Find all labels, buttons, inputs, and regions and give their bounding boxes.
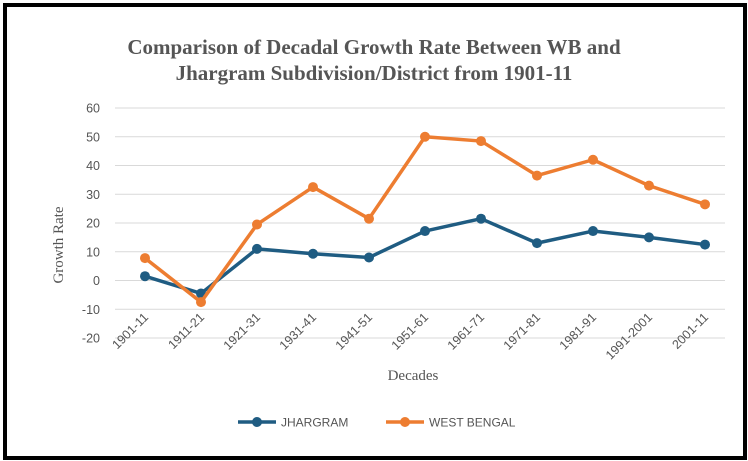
y-tick-label: 20 — [86, 217, 100, 231]
x-tick-labels: 1901-11 1911-21 1921-31 1931-41 1941-51 1951-… — [109, 310, 711, 362]
data-point-west-bengal — [308, 182, 318, 193]
data-point-west-bengal — [588, 154, 598, 165]
data-point-jhargram — [420, 226, 430, 237]
series-line-west-bengal — [143, 135, 706, 304]
data-point-jhargram — [700, 239, 710, 250]
data-point-west-bengal — [644, 180, 654, 191]
data-point-west-bengal — [364, 213, 374, 224]
data-point-jhargram — [364, 252, 374, 263]
y-tick-label: 30 — [86, 188, 100, 202]
legend: JHARGRAM WEST BENGAL — [238, 416, 516, 430]
data-point-jhargram — [476, 213, 486, 224]
data-point-west-bengal — [476, 136, 486, 147]
x-tick-label: 1961-71 — [445, 310, 487, 352]
data-point-west-bengal — [420, 131, 430, 142]
x-tick-label: 1971-81 — [501, 310, 543, 352]
y-tick-label: -20 — [82, 332, 100, 346]
data-point-jhargram — [532, 238, 542, 249]
data-point-jhargram — [588, 226, 598, 237]
x-axis-label: Decades — [388, 368, 439, 384]
y-tick-label: 60 — [86, 102, 100, 116]
data-point-west-bengal — [140, 253, 150, 264]
data-point-west-bengal — [532, 170, 542, 181]
y-tick-label: 50 — [86, 130, 100, 144]
x-tick-label: 1981-91 — [557, 310, 599, 352]
y-axis-label: Growth Rate — [51, 206, 67, 283]
x-tick-label: 1941-51 — [333, 310, 375, 352]
data-point-jhargram — [308, 248, 318, 259]
x-tick-label: 1951-61 — [389, 310, 431, 352]
legend-marker-jhargram — [252, 417, 262, 427]
data-point-west-bengal — [252, 219, 262, 230]
y-tick-label: 10 — [86, 245, 100, 259]
data-point-west-bengal — [700, 199, 710, 210]
legend-marker-west-bengal — [400, 417, 410, 427]
y-tick-label: 40 — [86, 159, 100, 173]
data-point-jhargram — [252, 243, 262, 254]
x-tick-label: 1921-31 — [221, 310, 263, 352]
x-tick-label: 2001-11 — [669, 310, 711, 352]
chart-title-line-2: Jhargram Subdivision/District from 1901-… — [175, 61, 573, 85]
x-tick-label: 1991-2001 — [603, 310, 655, 362]
y-tick-label: 0 — [93, 274, 100, 288]
y-tick-labels: -20 -10 0 10 20 30 40 50 60 — [82, 102, 100, 346]
data-point-jhargram — [644, 232, 654, 243]
legend-label-jhargram: JHARGRAM — [281, 416, 348, 430]
chart-title-line-1: Comparison of Decadal Growth Rate Betwee… — [127, 35, 621, 59]
chart-frame — [3, 3, 747, 460]
x-tick-label: 1911-21 — [165, 310, 207, 352]
series-lines — [140, 131, 710, 308]
x-tick-label: 1931-41 — [277, 310, 319, 352]
data-point-west-bengal — [196, 297, 206, 308]
legend-label-west-bengal: WEST BENGAL — [429, 416, 516, 430]
x-tick-label: 1901-11 — [109, 310, 151, 352]
y-tick-label: -10 — [82, 303, 100, 317]
data-point-jhargram — [140, 271, 150, 282]
